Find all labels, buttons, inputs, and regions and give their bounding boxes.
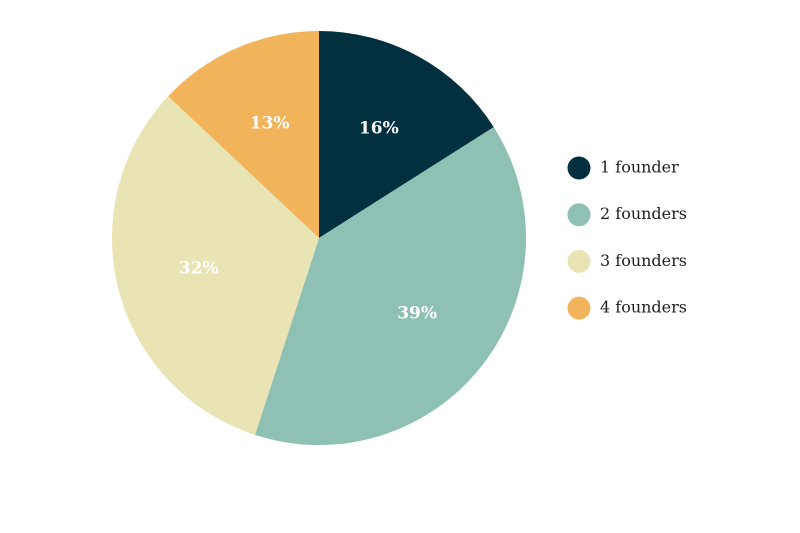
legend-label-4-founders: 4 founders — [600, 298, 687, 317]
pie-slice-labels: 16% 39% 32% 13% — [179, 114, 437, 324]
slice-label-4-founders: 13% — [250, 114, 290, 134]
legend-swatch-1-founder — [567, 156, 591, 180]
legend-label-1-founder: 1 founder — [600, 158, 679, 177]
slice-label-1-founder: 16% — [359, 119, 399, 139]
legend-label-2-founders: 2 founders — [600, 204, 687, 223]
pie-slice-3-founders — [111, 96, 319, 435]
slice-label-3-founders: 32% — [179, 258, 219, 278]
pie-slice-1-founder — [319, 31, 494, 238]
legend-swatch-4-founders — [567, 296, 591, 320]
pie-slices — [111, 31, 526, 446]
pie-slice-2-founders — [255, 127, 526, 446]
legend-swatch-3-founders — [567, 249, 591, 273]
legend-label-3-founders: 3 founders — [600, 251, 687, 270]
legend-swatch-2-founders — [567, 203, 591, 227]
slice-label-2-founders: 39% — [397, 304, 437, 324]
pie-slice-4-founders — [168, 31, 319, 238]
legend: 1 founder 2 founders 3 founders 4 founders — [567, 156, 687, 320]
